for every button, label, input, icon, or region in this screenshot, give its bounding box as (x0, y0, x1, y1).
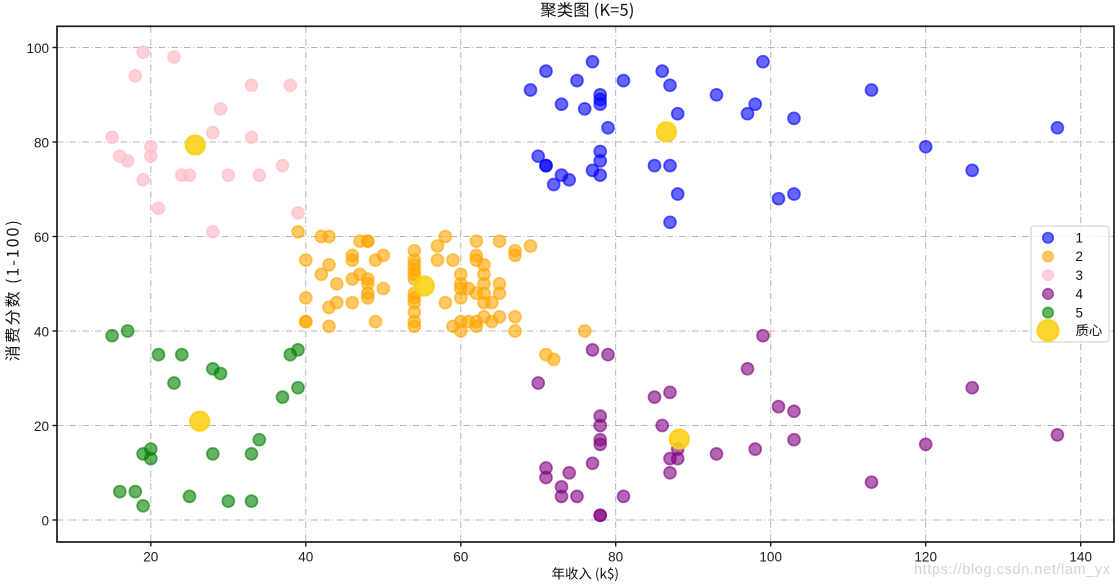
svg-text:40: 40 (298, 550, 313, 565)
svg-text:140: 140 (1069, 550, 1092, 565)
svg-text:2: 2 (1076, 249, 1083, 264)
svg-text:4: 4 (1076, 287, 1084, 302)
svg-text:120: 120 (914, 550, 937, 565)
svg-text:20: 20 (34, 419, 49, 434)
svg-text:80: 80 (34, 135, 49, 150)
svg-text:40: 40 (34, 324, 49, 339)
svg-text:1: 1 (1076, 231, 1083, 246)
svg-text:60: 60 (34, 230, 49, 245)
svg-text:80: 80 (608, 550, 623, 565)
svg-text:5: 5 (1076, 305, 1083, 320)
svg-text:https://blog.csdn.net/lam_yx: https://blog.csdn.net/lam_yx (914, 562, 1111, 578)
svg-text:100: 100 (759, 550, 782, 565)
svg-text:3: 3 (1076, 268, 1083, 283)
svg-text:100: 100 (26, 41, 49, 56)
svg-text:20: 20 (143, 550, 158, 565)
svg-text:0: 0 (41, 513, 49, 528)
svg-text:60: 60 (453, 550, 468, 565)
